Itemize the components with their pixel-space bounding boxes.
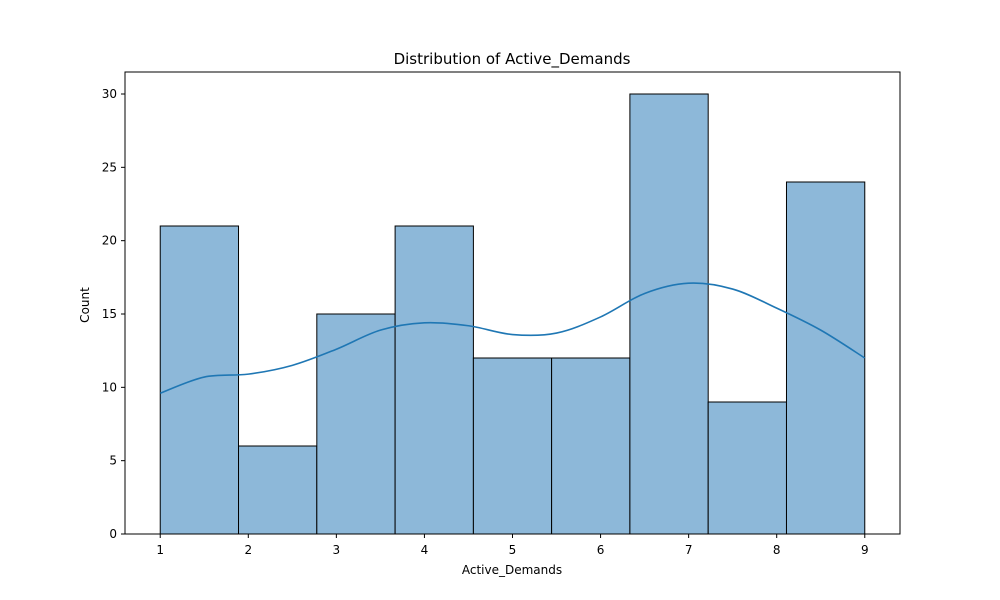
y-tick-label: 5: [109, 454, 117, 468]
histogram-bar-9: [785, 181, 866, 535]
histogram-bar-6: [551, 357, 631, 535]
y-tick-label: 15: [102, 307, 117, 321]
x-tick-label: 2: [244, 543, 252, 557]
x-tick-label: 8: [773, 543, 781, 557]
y-axis-label: Count: [78, 287, 92, 323]
histogram-bar-2: [238, 445, 318, 535]
histogram-bar-8: [707, 401, 787, 535]
histogram-bar-7: [629, 93, 709, 535]
y-tick-label: 10: [102, 380, 117, 394]
x-tick-label: 9: [861, 543, 869, 557]
kde-line: [159, 282, 866, 394]
y-tick-label: 20: [102, 234, 117, 248]
x-tick-label: 4: [421, 543, 429, 557]
chart-title: Distribution of Active_Demands: [394, 50, 631, 69]
x-tick-label: 1: [156, 543, 164, 557]
y-tick-label: 0: [109, 527, 117, 541]
y-tick-label: 25: [102, 160, 117, 174]
x-tick-label: 6: [597, 543, 605, 557]
histogram-bar-4: [394, 225, 474, 535]
bars-layer: [159, 93, 866, 535]
x-axis-label: Active_Demands: [462, 563, 562, 577]
histogram-bar-1: [159, 225, 240, 535]
x-tick-label: 3: [333, 543, 341, 557]
x-tick-label: 7: [685, 543, 693, 557]
histogram-bar-5: [472, 357, 553, 535]
x-tick-label: 5: [509, 543, 517, 557]
histogram-bar-3: [316, 313, 396, 535]
kde-layer: [159, 282, 866, 394]
axes-layer: 1 2 3 4 5 6 7 8 9 0 5 10 15 20 25 30: [102, 71, 901, 557]
y-tick-label: 30: [102, 87, 117, 101]
